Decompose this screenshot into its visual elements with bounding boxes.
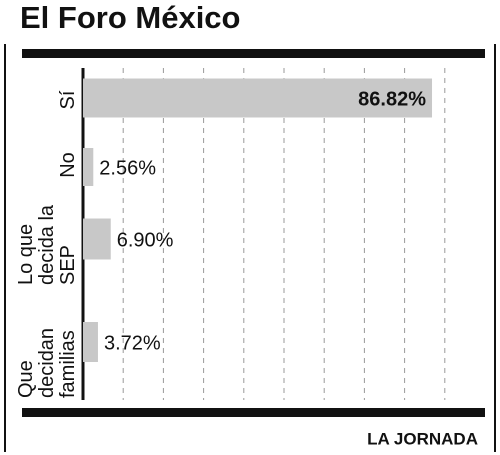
bar xyxy=(83,148,94,186)
value-label: 6.90% xyxy=(117,229,174,251)
bottom-rule xyxy=(22,408,485,417)
source: LA JORNADA xyxy=(367,429,478,448)
value-label: 3.72% xyxy=(104,332,161,354)
category-label: Que decidan familias xyxy=(15,327,79,398)
value-label: 86.82% xyxy=(358,88,426,110)
category-label: No xyxy=(57,152,79,178)
bar xyxy=(83,322,98,362)
bar xyxy=(83,78,433,118)
category-label: Lo que decida la SEP xyxy=(15,204,79,285)
top-rule xyxy=(22,49,485,58)
bar xyxy=(83,218,111,260)
category-label: Sí xyxy=(57,90,79,110)
value-label: 2.56% xyxy=(99,157,156,179)
chart-title: El Foro México xyxy=(20,0,240,35)
